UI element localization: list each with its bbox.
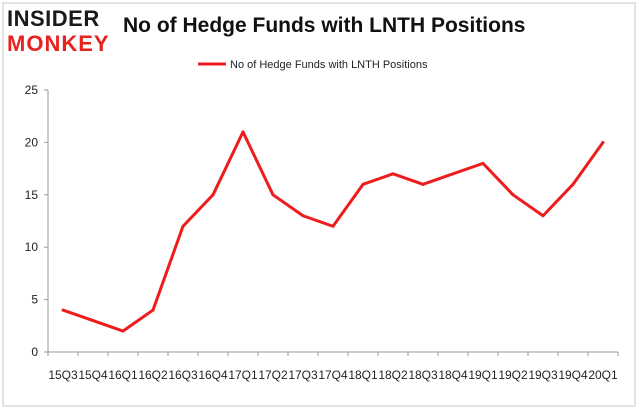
- insider-monkey-logo: INSIDER MONKEY: [6, 4, 122, 56]
- x-tick-label: 18Q3: [408, 368, 438, 382]
- data-point: [151, 308, 155, 312]
- x-tick-label: 16Q2: [138, 368, 168, 382]
- y-tick-label: 25: [25, 83, 39, 97]
- legend: No of Hedge Funds with LNTH Positions: [198, 59, 428, 71]
- x-tick-label: 16Q1: [108, 368, 138, 382]
- data-point: [241, 130, 245, 134]
- x-tick-label: 19Q2: [498, 368, 528, 382]
- logo-word-monkey: MONKEY: [7, 31, 110, 54]
- logo-word-insider: INSIDER: [7, 6, 100, 31]
- data-point: [271, 193, 275, 197]
- x-tick-label: 18Q2: [378, 368, 408, 382]
- y-tick-label: 0: [31, 345, 38, 359]
- y-tick-label: 15: [25, 188, 39, 202]
- y-tick-label: 20: [25, 135, 39, 149]
- y-axis-ticks: 0 5 10 15 20 25: [25, 83, 48, 359]
- x-tick-label: 17Q4: [318, 368, 348, 382]
- x-tick-label: 19Q3: [528, 368, 558, 382]
- x-tick-label: 20Q1: [588, 368, 618, 382]
- data-point: [361, 182, 365, 186]
- data-point: [91, 319, 95, 323]
- data-point: [601, 140, 605, 144]
- x-tick-label: 18Q1: [348, 368, 378, 382]
- y-tick-label: 5: [31, 293, 38, 307]
- x-tick-label: 15Q3: [48, 368, 78, 382]
- x-tick-label: 19Q1: [468, 368, 498, 382]
- data-point: [331, 224, 335, 228]
- data-point: [421, 182, 425, 186]
- x-tick-label: 16Q3: [168, 368, 198, 382]
- legend-label: No of Hedge Funds with LNTH Positions: [230, 59, 428, 71]
- data-point: [211, 193, 215, 197]
- data-point: [451, 172, 455, 176]
- data-point: [541, 214, 545, 218]
- data-point: [391, 172, 395, 176]
- data-point: [61, 308, 65, 312]
- data-point: [511, 193, 515, 197]
- x-tick-label: 16Q4: [198, 368, 228, 382]
- data-point: [301, 214, 305, 218]
- data-point: [181, 224, 185, 228]
- x-tick-label: 15Q4: [78, 368, 108, 382]
- x-tick-label: 17Q3: [288, 368, 318, 382]
- x-axis-ticks: 15Q3 15Q4 16Q1 16Q2 16Q3 16Q4 17Q1 17Q2 17Q3 17Q4…: [47, 352, 619, 382]
- data-point: [121, 329, 125, 333]
- series-line: [62, 130, 605, 333]
- x-tick-label: 18Q4: [438, 368, 468, 382]
- x-tick-label: 19Q4: [558, 368, 588, 382]
- chart-title: No of Hedge Funds with LNTH Positions: [123, 14, 526, 37]
- x-tick-label: 17Q1: [228, 368, 258, 382]
- y-tick-label: 10: [25, 240, 39, 254]
- x-tick-label: 17Q2: [258, 368, 288, 382]
- data-point: [481, 161, 485, 165]
- series-group: [61, 130, 605, 333]
- data-point: [571, 182, 575, 186]
